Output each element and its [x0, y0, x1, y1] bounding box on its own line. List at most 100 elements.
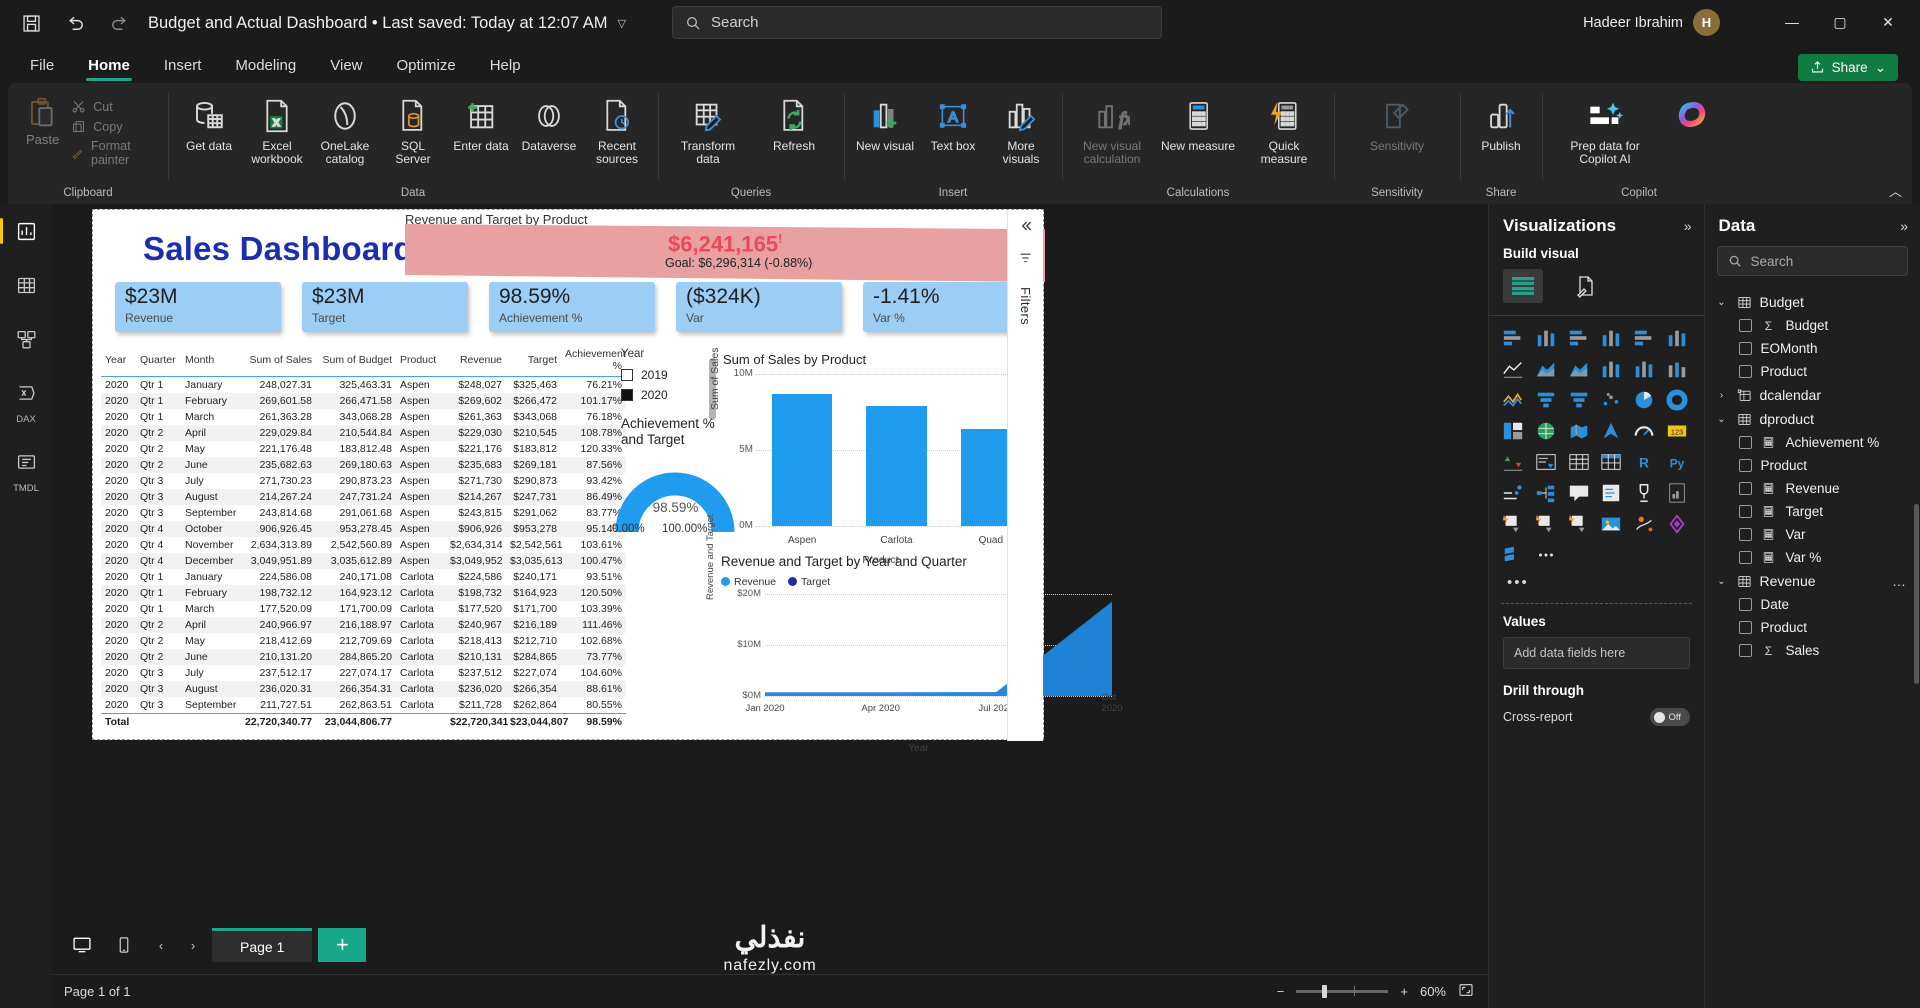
quick-measure-button[interactable]: Quick measure: [1242, 91, 1326, 171]
add-page-button[interactable]: +: [318, 928, 367, 962]
maximize-button[interactable]: ▢: [1833, 13, 1847, 30]
table-row[interactable]: 2020 Qtr 3 September 211,727.51 262,863.51 Ca…: [101, 697, 626, 714]
visual-type-clustered-bar-chart[interactable]: [1565, 325, 1593, 351]
data-field-eomonth[interactable]: EOMonth: [1711, 337, 1917, 360]
table-row[interactable]: 2020 Qtr 3 July 237,512.17 227,074.17 Carlota…: [101, 665, 626, 681]
table-row[interactable]: 2020 Qtr 3 September 243,814.68 291,061.68 As…: [101, 505, 626, 521]
undo-icon[interactable]: [60, 8, 90, 38]
get-data-button[interactable]: Get data: [176, 91, 242, 157]
visual-type-map[interactable]: [1532, 418, 1560, 444]
tab-view[interactable]: View: [330, 57, 363, 74]
save-icon[interactable]: [16, 8, 46, 38]
visual-type-decomposition-tree[interactable]: [1532, 480, 1560, 506]
visual-type-line-clustered-column-chart[interactable]: [1630, 356, 1658, 382]
zoom-slider-handle[interactable]: [1322, 985, 1328, 998]
visual-type-r-visual[interactable]: R: [1630, 449, 1658, 475]
page-tab-page-1[interactable]: Page 1: [212, 928, 313, 962]
legend-item-target[interactable]: Target: [788, 576, 830, 588]
data-table-visual[interactable]: Year Quarter Month Sum of Sales Sum of Budge…: [101, 346, 626, 729]
visual-type-python-visual[interactable]: Py: [1663, 449, 1691, 475]
data-field-product[interactable]: Product: [1711, 454, 1917, 477]
tab-home[interactable]: Home: [72, 51, 146, 83]
area-series[interactable]: [765, 601, 1112, 696]
table-row[interactable]: 2020 Qtr 3 July 271,730.23 290,873.23 Aspen $2…: [101, 473, 626, 489]
visual-type-ribbon-chart[interactable]: [1663, 356, 1691, 382]
data-table-node-Budget[interactable]: ⌄ Budget: [1711, 290, 1917, 314]
table-row[interactable]: 2020 Qtr 2 May 218,412.69 212,709.69 Carlota $…: [101, 633, 626, 649]
visual-type-donut-chart[interactable]: [1663, 387, 1691, 413]
report-canvas[interactable]: Sales Dashboard Revenue and Target by Pr…: [52, 204, 1488, 916]
visual-type-line-stacked-column-chart[interactable]: [1597, 356, 1625, 382]
cut-button[interactable]: Cut: [71, 99, 160, 114]
bar-chart-visual[interactable]: Sum of Sales 0M 5M 10M Aspen Carlota Quad Pro…: [709, 348, 1038, 566]
sidebar-item-dax-query-view[interactable]: [9, 376, 43, 410]
visual-type-stacked-bar-chart[interactable]: [1499, 325, 1527, 351]
visual-type-kpi[interactable]: [1499, 449, 1527, 475]
kpi-card-var-pct[interactable]: -1.41% Var %: [863, 282, 1029, 332]
visual-type-funnel-chart-alt[interactable]: [1532, 387, 1560, 413]
tab-file[interactable]: File: [30, 57, 55, 74]
sidebar-item-tmdl-view[interactable]: [9, 445, 43, 479]
table-row[interactable]: 2020 Qtr 4 November 2,634,313.89 2,542,560.8…: [101, 537, 626, 553]
visual-type-key-influencers[interactable]: [1499, 480, 1527, 506]
collapse-filters-icon[interactable]: [1018, 218, 1034, 237]
table-column-header[interactable]: Product: [396, 346, 446, 377]
share-button[interactable]: Share ⌄: [1797, 54, 1898, 81]
visual-type-image[interactable]: [1597, 511, 1625, 537]
data-field-revenue[interactable]: Revenue: [1711, 477, 1917, 500]
chevron-down-icon[interactable]: ⌄: [1717, 413, 1726, 425]
transform-data-button[interactable]: Transform data: [666, 91, 750, 171]
data-table-node-Revenue[interactable]: ⌄ Revenue…: [1711, 569, 1917, 593]
zoom-out-button[interactable]: −: [1276, 984, 1285, 999]
slicer-option-2019[interactable]: 2019: [621, 368, 709, 382]
table-row[interactable]: 2020 Qtr 3 August 214,267.24 247,731.24 Aspen…: [101, 489, 626, 505]
table-column-header[interactable]: Month: [181, 346, 241, 377]
table-column-header[interactable]: Sum of Sales: [241, 346, 316, 377]
data-field-product[interactable]: Product: [1711, 360, 1917, 383]
year-slicer[interactable]: Year 2019 2020: [621, 348, 709, 408]
table-row[interactable]: 2020 Qtr 1 March 261,363.28 343,068.28 Aspen $…: [101, 409, 626, 425]
format-painter-button[interactable]: Format painter: [71, 139, 160, 167]
visual-type-paginated-report[interactable]: [1663, 480, 1691, 506]
visual-type-power-automate[interactable]: [1532, 511, 1560, 537]
area-chart-visual[interactable]: Revenue and Target $0M $10M $20M Jan 2020 Ap…: [705, 515, 1123, 754]
new-visual-calculation-button[interactable]: fx New visual calculation: [1070, 91, 1154, 171]
kpi-card-var[interactable]: ($324K) Var: [676, 282, 842, 332]
new-visual-button[interactable]: New visual: [852, 91, 918, 157]
visual-type-funnel-chart[interactable]: [1565, 387, 1593, 413]
table-row[interactable]: 2020 Qtr 2 April 240,966.97 216,188.97 Carlot…: [101, 617, 626, 633]
table-row[interactable]: 2020 Qtr 1 February 269,601.58 266,471.58 Asp…: [101, 393, 626, 409]
visual-type-gauge-chart[interactable]: [1630, 418, 1658, 444]
table-row[interactable]: 2020 Qtr 1 January 248,027.31 325,463.31 Aspe…: [101, 377, 626, 394]
visual-type-filled-map[interactable]: [1565, 418, 1593, 444]
visual-type-scatter-chart[interactable]: [1597, 387, 1625, 413]
desktop-view-icon[interactable]: [64, 928, 100, 962]
onelake-catalog-button[interactable]: OneLake catalog: [312, 91, 378, 171]
visual-type-pie-chart[interactable]: [1630, 387, 1658, 413]
field-checkbox[interactable]: [1738, 459, 1752, 472]
visual-type-stacked-column-chart[interactable]: [1532, 325, 1560, 351]
table-options-icon[interactable]: …: [1892, 573, 1906, 589]
table-column-header[interactable]: Achievement %: [561, 346, 626, 377]
visual-type-deneb[interactable]: [1663, 511, 1691, 537]
table-row[interactable]: 2020 Qtr 2 April 229,029.84 210,544.84 Aspen $…: [101, 425, 626, 441]
sidebar-item-model-view[interactable]: [9, 322, 43, 356]
field-checkbox[interactable]: [1738, 528, 1752, 541]
chevron-down-icon[interactable]: ⌄: [1717, 296, 1726, 308]
copy-button[interactable]: Copy: [71, 119, 160, 134]
build-visual-tab[interactable]: [1503, 269, 1543, 303]
cross-report-toggle[interactable]: Off: [1649, 708, 1690, 726]
visual-type-area-chart[interactable]: [1532, 356, 1560, 382]
collapse-ribbon-icon[interactable]: ︿: [1888, 184, 1902, 199]
field-checkbox[interactable]: [1738, 365, 1752, 378]
tab-modeling[interactable]: Modeling: [235, 57, 297, 74]
checkbox-icon[interactable]: [621, 369, 633, 381]
copilot-button[interactable]: [1662, 91, 1728, 144]
data-field-sales[interactable]: Σ Sales: [1711, 639, 1917, 662]
visual-type-100-stacked-bar-chart[interactable]: [1630, 325, 1658, 351]
data-table-node-dcalendar[interactable]: › dcalendar: [1711, 383, 1917, 407]
table-row[interactable]: 2020 Qtr 3 August 236,020.31 266,354.31 Carlo…: [101, 681, 626, 697]
achievement-gauge[interactable]: [615, 472, 735, 536]
slicer-option-2020[interactable]: 2020: [621, 388, 709, 402]
double-chevron-right-icon[interactable]: »: [1900, 218, 1908, 234]
